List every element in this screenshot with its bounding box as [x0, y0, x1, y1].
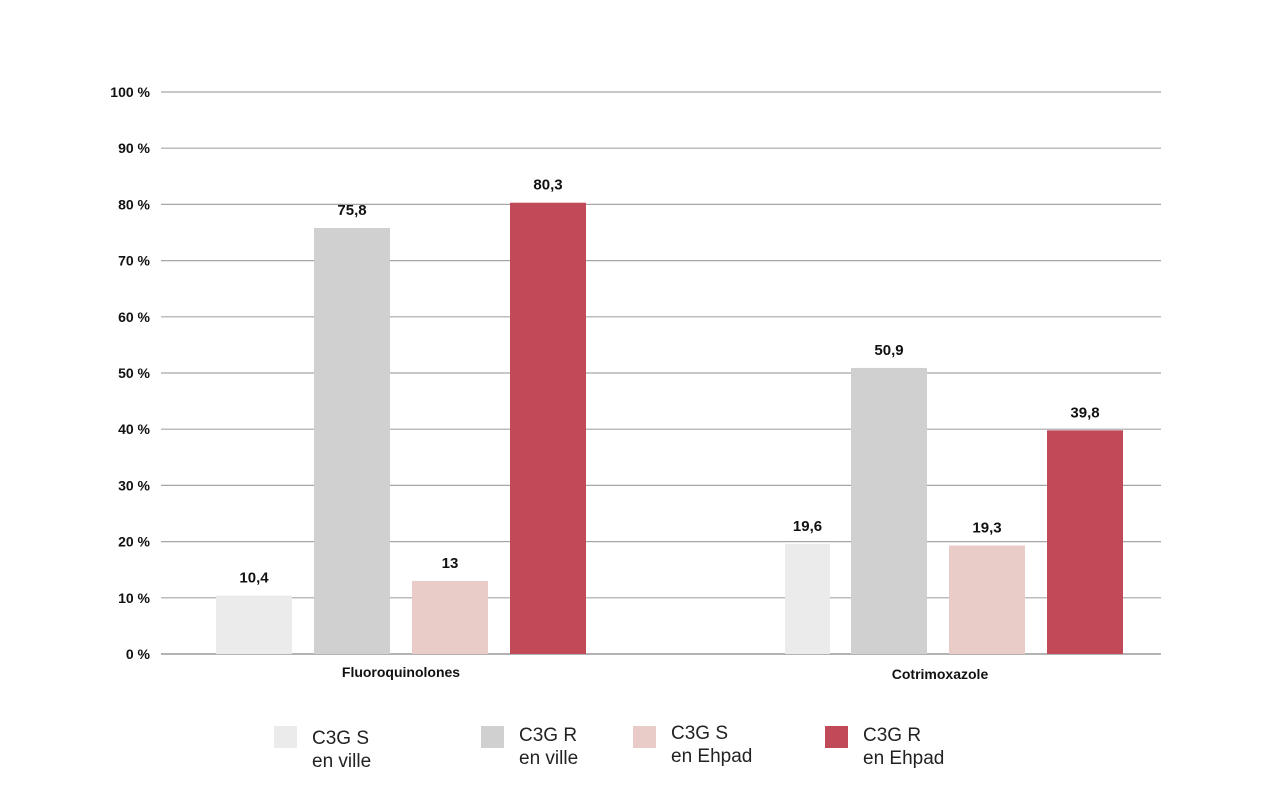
legend-item-c3g-r-ville: C3G R en ville [481, 722, 578, 770]
legend: C3G S en ville C3G R en ville C3G S en E… [0, 722, 1280, 782]
legend-item-c3g-s-ehpad: C3G S en Ehpad [633, 722, 752, 768]
y-tick-label: 50 % [118, 365, 150, 381]
bar-value-label: 39,8 [1070, 404, 1099, 421]
y-tick-label: 60 % [118, 309, 150, 325]
bar-value-label: 50,9 [874, 342, 903, 359]
bar [314, 228, 390, 654]
bar-value-label: 80,3 [533, 177, 562, 194]
legend-item-c3g-r-ehpad: C3G R en Ehpad [825, 722, 944, 770]
y-tick-label: 0 % [126, 646, 151, 662]
legend-swatch [481, 726, 504, 748]
x-tick-label-fluoroquinolones: Fluoroquinolones [342, 664, 460, 680]
bar [1047, 430, 1123, 654]
y-tick-label: 30 % [118, 477, 150, 493]
legend-swatch [274, 726, 297, 748]
legend-swatch [633, 726, 656, 748]
bar-value-label: 10,4 [239, 570, 269, 587]
y-tick-label: 70 % [118, 253, 150, 269]
bar [510, 202, 586, 655]
legend-item-c3g-s-ville: C3G S en ville [274, 722, 371, 773]
y-tick-label: 20 % [118, 534, 150, 550]
legend-label: C3G R en ville [519, 725, 579, 769]
bar-value-label: 75,8 [337, 202, 366, 219]
bar-value-label: 19,3 [972, 520, 1001, 537]
x-tick-label-cotrimoxazole: Cotrimoxazole [892, 666, 989, 682]
bar [216, 595, 292, 654]
y-axis: 0 % 10 % 20 % 30 % 40 % 50 % 60 % 70 % 80 % 90 % 1… [110, 84, 150, 662]
x-axis: Fluoroquinolones Cotrimoxazole [342, 664, 989, 682]
y-tick-label: 90 % [118, 140, 150, 156]
value-labels: 10,4 19,6 75,8 50,9 13 19,3 80,3 39,8 [239, 177, 1099, 587]
y-tick-label: 10 % [118, 590, 150, 606]
legend-label: C3G S en Ehpad [671, 723, 753, 767]
bar-value-label: 19,6 [793, 518, 822, 535]
y-tick-label: 80 % [118, 196, 150, 212]
bar [949, 545, 1025, 654]
y-tick-label: 40 % [118, 421, 150, 437]
bars [216, 202, 1123, 655]
legend-label: C3G S en ville [312, 728, 372, 772]
bar [412, 580, 488, 654]
legend-label: C3G R en Ehpad [863, 725, 945, 769]
bar [785, 543, 830, 654]
legend-swatch [825, 726, 848, 748]
y-tick-label: 100 % [110, 84, 150, 100]
bar [851, 367, 927, 654]
bar-value-label: 13 [442, 555, 459, 572]
